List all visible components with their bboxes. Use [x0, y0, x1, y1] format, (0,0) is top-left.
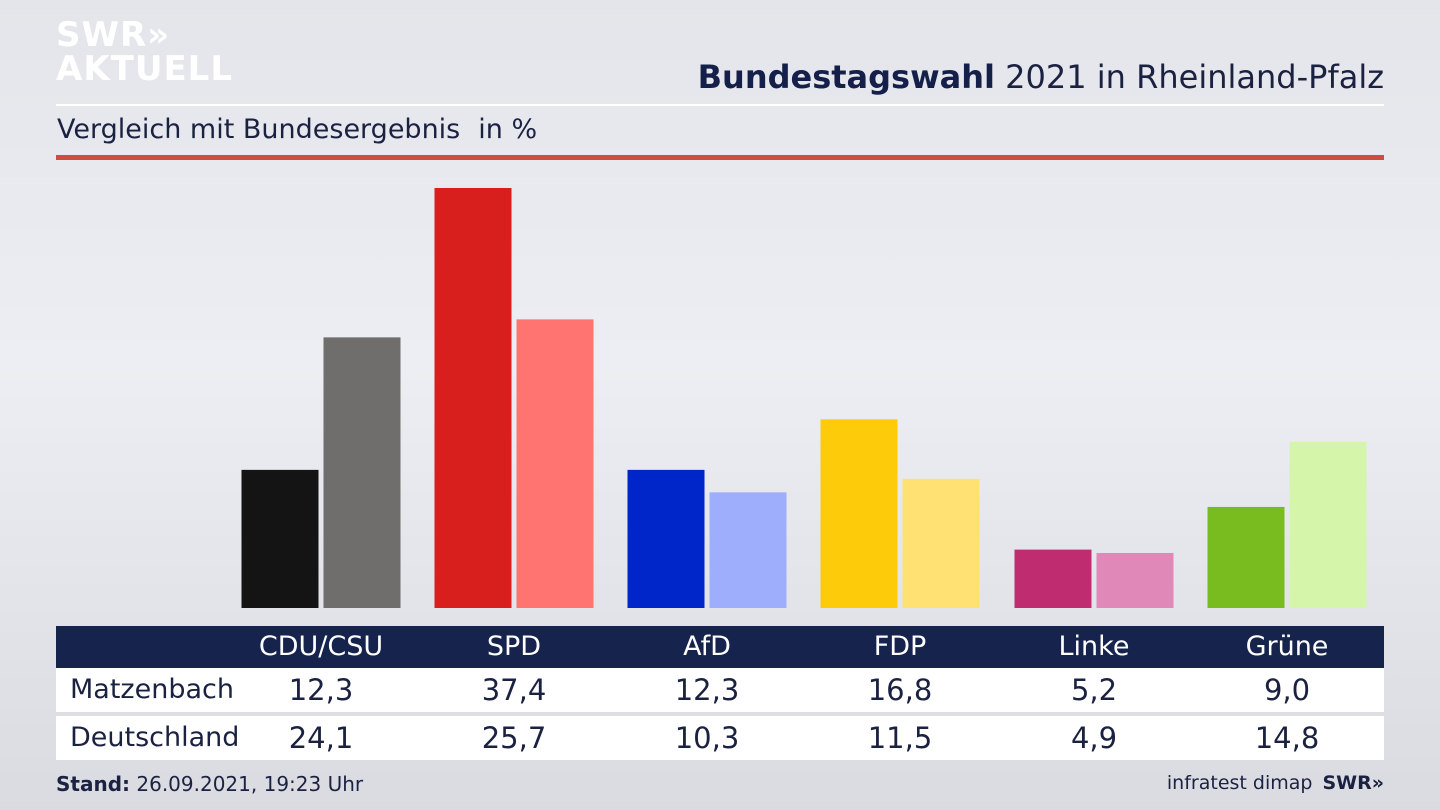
timestamp: Stand: 26.09.2021, 19:23 Uhr — [56, 772, 363, 796]
bar-grne-deutschland — [1289, 441, 1367, 608]
row-label: Deutschland — [70, 722, 240, 753]
column-header: Linke — [1058, 631, 1130, 662]
table-cell: 14,8 — [1254, 721, 1320, 755]
chart-subtitle: Vergleich mit Bundesergebnis in % — [57, 114, 537, 145]
table-cell: 9,0 — [1263, 673, 1311, 707]
bar-linke-deutschland — [1096, 552, 1174, 608]
column-header: AfD — [683, 631, 731, 662]
page-title: Bundestagswahl 2021 in Rheinland-Pfalz — [698, 58, 1384, 96]
bar-linke-matzenbach — [1014, 549, 1092, 608]
swr-aktuell-logo: SWR» AKTUELL — [56, 18, 233, 86]
table-cell: 12,3 — [674, 673, 740, 707]
source-label: infratest dimap — [1166, 772, 1313, 794]
bar-afd-matzenbach — [627, 469, 705, 608]
source-credit: infratest dimap SWR» — [1167, 772, 1384, 794]
stand-value: 26.09.2021, 19:23 Uhr — [130, 772, 364, 796]
table-cell: 11,5 — [867, 721, 933, 755]
accent-rule — [56, 155, 1384, 160]
title-rest: 2021 in Rheinland-Pfalz — [995, 58, 1384, 96]
table-cell: 12,3 — [288, 673, 354, 707]
bar-spd-matzenbach — [434, 188, 512, 608]
bar-afd-deutschland — [709, 492, 787, 608]
swr-small-logo: SWR» — [1322, 772, 1384, 794]
title-bold: Bundestagswahl — [697, 58, 995, 96]
results-table: CDU/CSU SPD AfD FDP Linke Grüne Matzenbach 12,… — [56, 626, 1384, 760]
column-header: Grüne — [1245, 631, 1329, 662]
table-cell: 16,8 — [867, 673, 933, 707]
column-header: FDP — [873, 631, 927, 662]
table-row: Matzenbach 12,3 37,4 12,3 16,8 5,2 9,0 — [56, 668, 1384, 712]
bar-cducsu-matzenbach — [241, 469, 319, 608]
table-cell: 5,2 — [1070, 673, 1118, 707]
bar-cducsu-deutschland — [323, 337, 401, 608]
bar-fdp-matzenbach — [820, 419, 898, 608]
bar-fdp-deutschland — [902, 478, 980, 608]
column-header: CDU/CSU — [258, 631, 384, 662]
table-cell: 25,7 — [481, 721, 547, 755]
table-cell: 37,4 — [481, 673, 547, 707]
logo-line-2: AKTUELL — [56, 49, 234, 89]
row-label: Matzenbach — [70, 674, 234, 705]
stand-label: Stand: — [56, 772, 131, 796]
bar-chart — [241, 188, 1367, 608]
subtitle-text: Vergleich mit Bundesergebnis — [57, 114, 461, 145]
logo-line-1: SWR» — [56, 15, 171, 55]
table-cell: 4,9 — [1070, 721, 1118, 755]
unit-label: in % — [478, 114, 538, 145]
table-row: Deutschland 24,1 25,7 10,3 11,5 4,9 14,8 — [56, 716, 1384, 760]
bar-grne-matzenbach — [1207, 506, 1285, 608]
bar-spd-deutschland — [516, 319, 594, 608]
header-divider — [56, 104, 1384, 106]
table-header-row: CDU/CSU SPD AfD FDP Linke Grüne — [56, 626, 1384, 668]
table-cell: 24,1 — [288, 721, 354, 755]
table-cell: 10,3 — [674, 721, 740, 755]
column-header: SPD — [486, 631, 542, 662]
